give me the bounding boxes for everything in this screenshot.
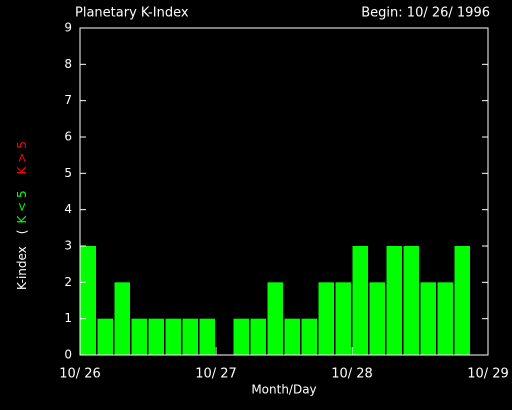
chart-subtitle: Begin: 10/ 26/ 1996 — [361, 6, 490, 21]
bar — [403, 246, 419, 355]
bar — [114, 282, 130, 355]
y-tick-label: 2 — [64, 275, 72, 289]
y-tick-label: 0 — [64, 348, 72, 362]
bar — [148, 318, 164, 355]
bar — [369, 282, 385, 355]
y-tick-label: 9 — [64, 21, 72, 35]
y-tick-label: 7 — [64, 93, 72, 107]
bar — [267, 282, 283, 355]
bar — [97, 318, 113, 355]
bar — [454, 246, 470, 355]
y-label-main: K-index — [15, 246, 29, 290]
bar — [80, 246, 96, 355]
x-tick-label: 10/ 27 — [195, 367, 237, 382]
chart-title: Planetary K-Index — [75, 6, 189, 21]
plot-frame — [79, 27, 489, 356]
bar — [284, 318, 300, 355]
bar — [165, 318, 181, 355]
bar — [233, 318, 249, 355]
y-tick-label: 8 — [64, 57, 72, 71]
bar — [182, 318, 198, 355]
y-tick-label: 4 — [64, 202, 72, 216]
x-tick-label: 10/ 26 — [59, 367, 101, 382]
bar — [437, 282, 453, 355]
bar — [250, 318, 266, 355]
y-axis-label: K-index ( K < 5 K > 5 — [15, 141, 29, 290]
bar — [335, 282, 351, 355]
y-label-high: K > 5 — [15, 141, 29, 174]
x-tick-label: 10/ 28 — [331, 367, 373, 382]
x-axis-label: Month/Day — [251, 383, 316, 397]
y-tick-label: 3 — [64, 239, 72, 253]
bar — [318, 282, 334, 355]
y-tick-label: 6 — [64, 130, 72, 144]
bar — [420, 282, 436, 355]
bar — [131, 318, 147, 355]
bar — [386, 246, 402, 355]
bar — [199, 318, 215, 355]
y-label-open: ( — [15, 230, 29, 235]
y-label-low: K < 5 — [15, 190, 29, 223]
y-tick-label: 5 — [64, 166, 72, 180]
y-tick-label: 1 — [64, 311, 72, 325]
x-tick-label: 10/ 29 — [467, 367, 509, 382]
bar — [352, 246, 368, 355]
bar — [301, 318, 317, 355]
